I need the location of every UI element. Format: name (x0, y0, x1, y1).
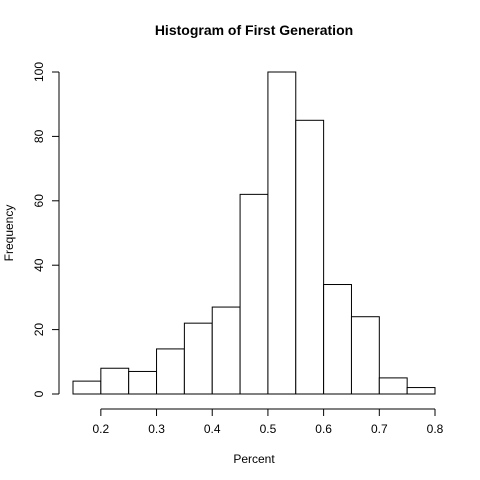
histogram-bar (350, 316, 380, 395)
x-axis: 0.2 0.3 0.4 0.5 0.6 0.7 0.8 (93, 408, 444, 436)
y-axis-label: Frequency (2, 205, 16, 262)
y-axis: 0 20 40 60 80 100 (32, 62, 60, 397)
histogram-bar (100, 367, 130, 395)
histogram-bar (156, 348, 185, 395)
histogram-bar (295, 119, 325, 395)
histogram-bar (406, 387, 436, 395)
histogram-bar (378, 377, 408, 395)
y-tick-label: 0 (32, 390, 46, 397)
x-tick-label: 0.2 (93, 422, 110, 436)
y-tick-label: 20 (32, 323, 46, 337)
x-tick-label: 0.8 (427, 422, 444, 436)
y-tick-label: 80 (32, 129, 46, 143)
x-tick-label: 0.5 (260, 422, 277, 436)
x-tick-label: 0.6 (315, 422, 332, 436)
x-axis-label: Percent (233, 452, 275, 466)
bars-group (72, 71, 436, 395)
y-tick-label: 60 (32, 194, 46, 208)
histogram-bar (211, 306, 241, 395)
x-tick-label: 0.7 (371, 422, 388, 436)
y-tick-label: 40 (32, 258, 46, 272)
histogram-bar (267, 71, 297, 395)
histogram-bar (128, 370, 158, 395)
histogram-bar (239, 193, 269, 395)
chart-title: Histogram of First Generation (155, 22, 353, 38)
x-tick-label: 0.3 (148, 422, 165, 436)
histogram-bar (323, 284, 352, 395)
x-tick-label: 0.4 (204, 422, 221, 436)
histogram-bar (72, 380, 102, 395)
y-tick-label: 100 (32, 62, 46, 82)
histogram-bar (183, 322, 213, 395)
